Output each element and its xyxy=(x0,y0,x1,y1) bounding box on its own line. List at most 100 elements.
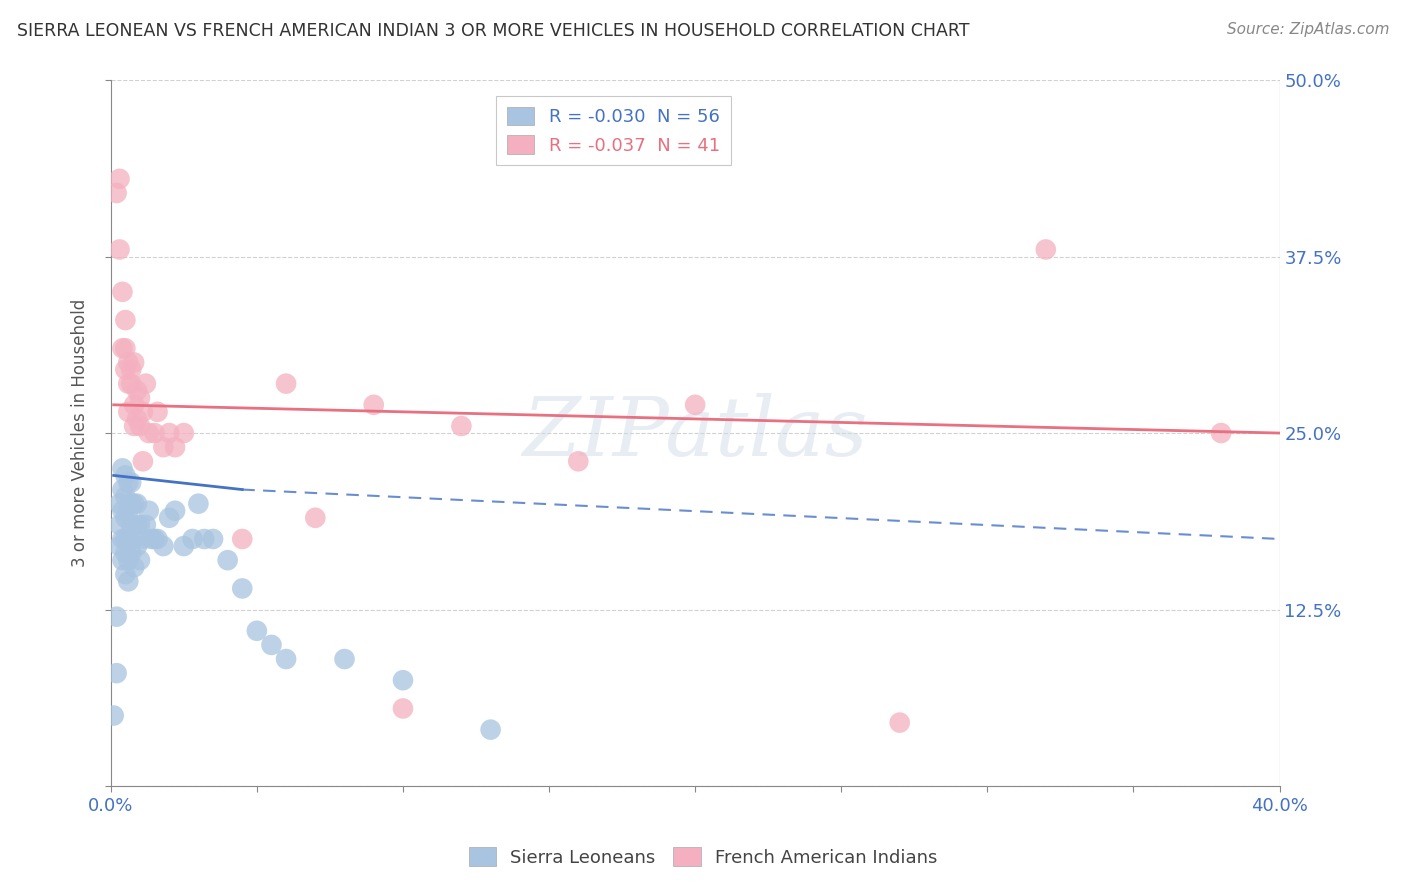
Point xyxy=(117,532,139,546)
Point xyxy=(114,532,136,546)
Point xyxy=(125,539,148,553)
Point xyxy=(122,419,145,434)
Point xyxy=(165,504,187,518)
Point xyxy=(143,425,166,440)
Point xyxy=(108,243,131,257)
Point xyxy=(146,532,169,546)
Point xyxy=(125,497,148,511)
Point xyxy=(1211,425,1233,440)
Point xyxy=(111,285,134,299)
Point xyxy=(120,517,142,532)
Point xyxy=(114,510,136,524)
Point xyxy=(111,341,134,355)
Point xyxy=(129,419,152,434)
Point xyxy=(114,567,136,582)
Point xyxy=(138,425,160,440)
Point xyxy=(117,376,139,391)
Point xyxy=(117,504,139,518)
Point xyxy=(363,398,385,412)
Point xyxy=(111,553,134,567)
Point xyxy=(157,510,180,524)
Point xyxy=(117,553,139,567)
Point xyxy=(1035,243,1057,257)
Point xyxy=(125,384,148,398)
Point xyxy=(105,609,128,624)
Point xyxy=(129,391,152,405)
Point xyxy=(450,419,472,434)
Point xyxy=(125,412,148,426)
Point xyxy=(143,532,166,546)
Point xyxy=(152,539,174,553)
Point xyxy=(117,405,139,419)
Point xyxy=(165,440,187,454)
Point xyxy=(120,497,142,511)
Point xyxy=(108,539,131,553)
Point xyxy=(187,497,209,511)
Point xyxy=(132,454,155,468)
Point xyxy=(108,171,131,186)
Point xyxy=(111,532,134,546)
Point xyxy=(129,517,152,532)
Point xyxy=(304,510,326,524)
Point xyxy=(114,490,136,504)
Point xyxy=(132,405,155,419)
Point xyxy=(173,539,195,553)
Point xyxy=(105,666,128,681)
Point xyxy=(217,553,239,567)
Point xyxy=(120,376,142,391)
Point xyxy=(567,454,589,468)
Point xyxy=(122,560,145,574)
Point xyxy=(103,708,125,723)
Point xyxy=(122,532,145,546)
Point xyxy=(138,504,160,518)
Point xyxy=(111,461,134,475)
Point xyxy=(122,497,145,511)
Point xyxy=(231,582,253,596)
Point xyxy=(122,398,145,412)
Point xyxy=(114,468,136,483)
Point xyxy=(129,553,152,567)
Text: Source: ZipAtlas.com: Source: ZipAtlas.com xyxy=(1226,22,1389,37)
Point xyxy=(683,398,706,412)
Point xyxy=(392,673,415,688)
Point xyxy=(274,376,297,391)
Point xyxy=(111,504,134,518)
Point xyxy=(120,362,142,376)
Point xyxy=(173,425,195,440)
Point xyxy=(120,475,142,490)
Point xyxy=(108,497,131,511)
Point xyxy=(117,574,139,589)
Point xyxy=(157,425,180,440)
Y-axis label: 3 or more Vehicles in Household: 3 or more Vehicles in Household xyxy=(72,299,89,567)
Point xyxy=(114,313,136,327)
Point xyxy=(202,532,225,546)
Point xyxy=(114,546,136,560)
Text: SIERRA LEONEAN VS FRENCH AMERICAN INDIAN 3 OR MORE VEHICLES IN HOUSEHOLD CORRELA: SIERRA LEONEAN VS FRENCH AMERICAN INDIAN… xyxy=(17,22,969,40)
Point xyxy=(132,532,155,546)
Point xyxy=(108,517,131,532)
Point xyxy=(114,362,136,376)
Point xyxy=(193,532,215,546)
Point xyxy=(125,517,148,532)
Point xyxy=(146,405,169,419)
Point xyxy=(333,652,356,666)
Point xyxy=(152,440,174,454)
Point xyxy=(141,532,163,546)
Point xyxy=(135,517,157,532)
Point xyxy=(246,624,269,638)
Point xyxy=(111,483,134,497)
Legend: Sierra Leoneans, French American Indians: Sierra Leoneans, French American Indians xyxy=(461,840,945,874)
Point xyxy=(479,723,502,737)
Point xyxy=(135,376,157,391)
Point xyxy=(260,638,283,652)
Text: ZIPatlas: ZIPatlas xyxy=(523,393,868,473)
Point xyxy=(122,355,145,369)
Legend: R = -0.030  N = 56, R = -0.037  N = 41: R = -0.030 N = 56, R = -0.037 N = 41 xyxy=(496,96,731,165)
Point xyxy=(114,341,136,355)
Point xyxy=(105,186,128,200)
Point xyxy=(231,532,253,546)
Point xyxy=(117,355,139,369)
Point xyxy=(392,701,415,715)
Point xyxy=(120,546,142,560)
Point xyxy=(274,652,297,666)
